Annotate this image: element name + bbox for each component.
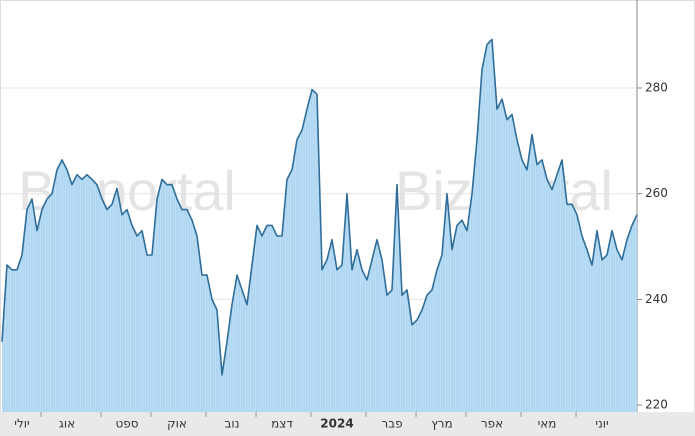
- x-tick-label: אפר: [481, 417, 503, 431]
- x-tick-label: ספט: [115, 417, 138, 431]
- y-tick-label: 240: [645, 292, 668, 306]
- x-tick-label: יולי: [14, 417, 29, 431]
- x-tick-label: אוק: [167, 417, 187, 431]
- x-tick-label: דצמ: [271, 417, 293, 431]
- x-tick-label: 2024: [320, 417, 353, 431]
- line: [1, 38, 638, 376]
- x-tick-label: אוג: [59, 417, 75, 431]
- y-tick-label: 280: [645, 80, 668, 94]
- y-tick-label: 260: [645, 186, 668, 200]
- x-tick-label: פבר: [381, 417, 402, 431]
- y-tick-label: 220: [645, 398, 668, 412]
- x-tick-label: מרץ: [431, 417, 452, 431]
- x-tick-label: יוני: [595, 417, 608, 431]
- x-tick-label: מאי: [538, 417, 557, 431]
- x-tick-label: נוב: [224, 417, 239, 431]
- x-axis-bar: [0, 412, 695, 436]
